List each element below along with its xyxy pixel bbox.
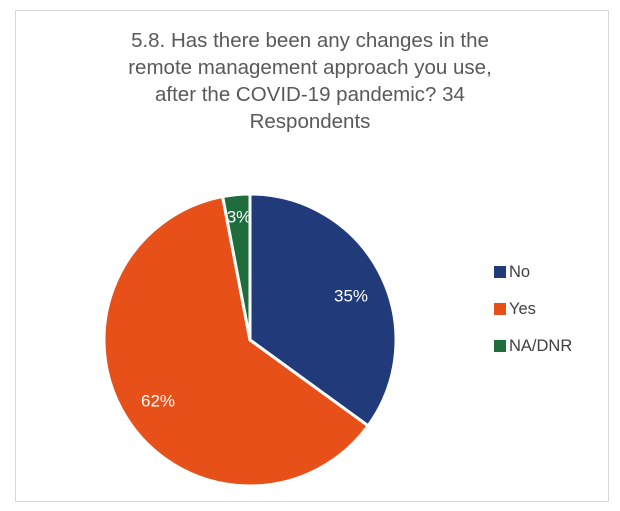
chart-title-line: after the COVID-19 pandemic? 34	[155, 83, 465, 106]
legend-item-na-dnr: NA/DNR	[494, 336, 572, 356]
data-label-na-dnr: 3%	[227, 207, 252, 226]
legend-label: Yes	[509, 299, 536, 318]
legend-swatch	[494, 266, 506, 278]
legend-item-no: No	[494, 262, 572, 282]
legend-swatch	[494, 340, 506, 352]
chart-title: 5.8. Has there been any changes in the r…	[70, 27, 550, 135]
legend-swatch	[494, 303, 506, 315]
legend-label: No	[509, 262, 531, 281]
pie-slice-no	[248, 192, 398, 428]
legend-item-yes: Yes	[494, 299, 572, 319]
pie-slice-yes	[102, 195, 370, 488]
data-label-no: 35%	[334, 286, 368, 305]
chart-title-line: remote management approach you use,	[128, 56, 492, 79]
legend: No Yes NA/DNR	[494, 262, 572, 373]
legend-label: NA/DNR	[509, 336, 573, 355]
pie-slice-na-dnr	[221, 192, 252, 342]
data-label-yes: 62%	[141, 391, 175, 410]
chart-title-line: Respondents	[249, 110, 371, 133]
chart-title-line: 5.8. Has there been any changes in the	[131, 29, 489, 52]
